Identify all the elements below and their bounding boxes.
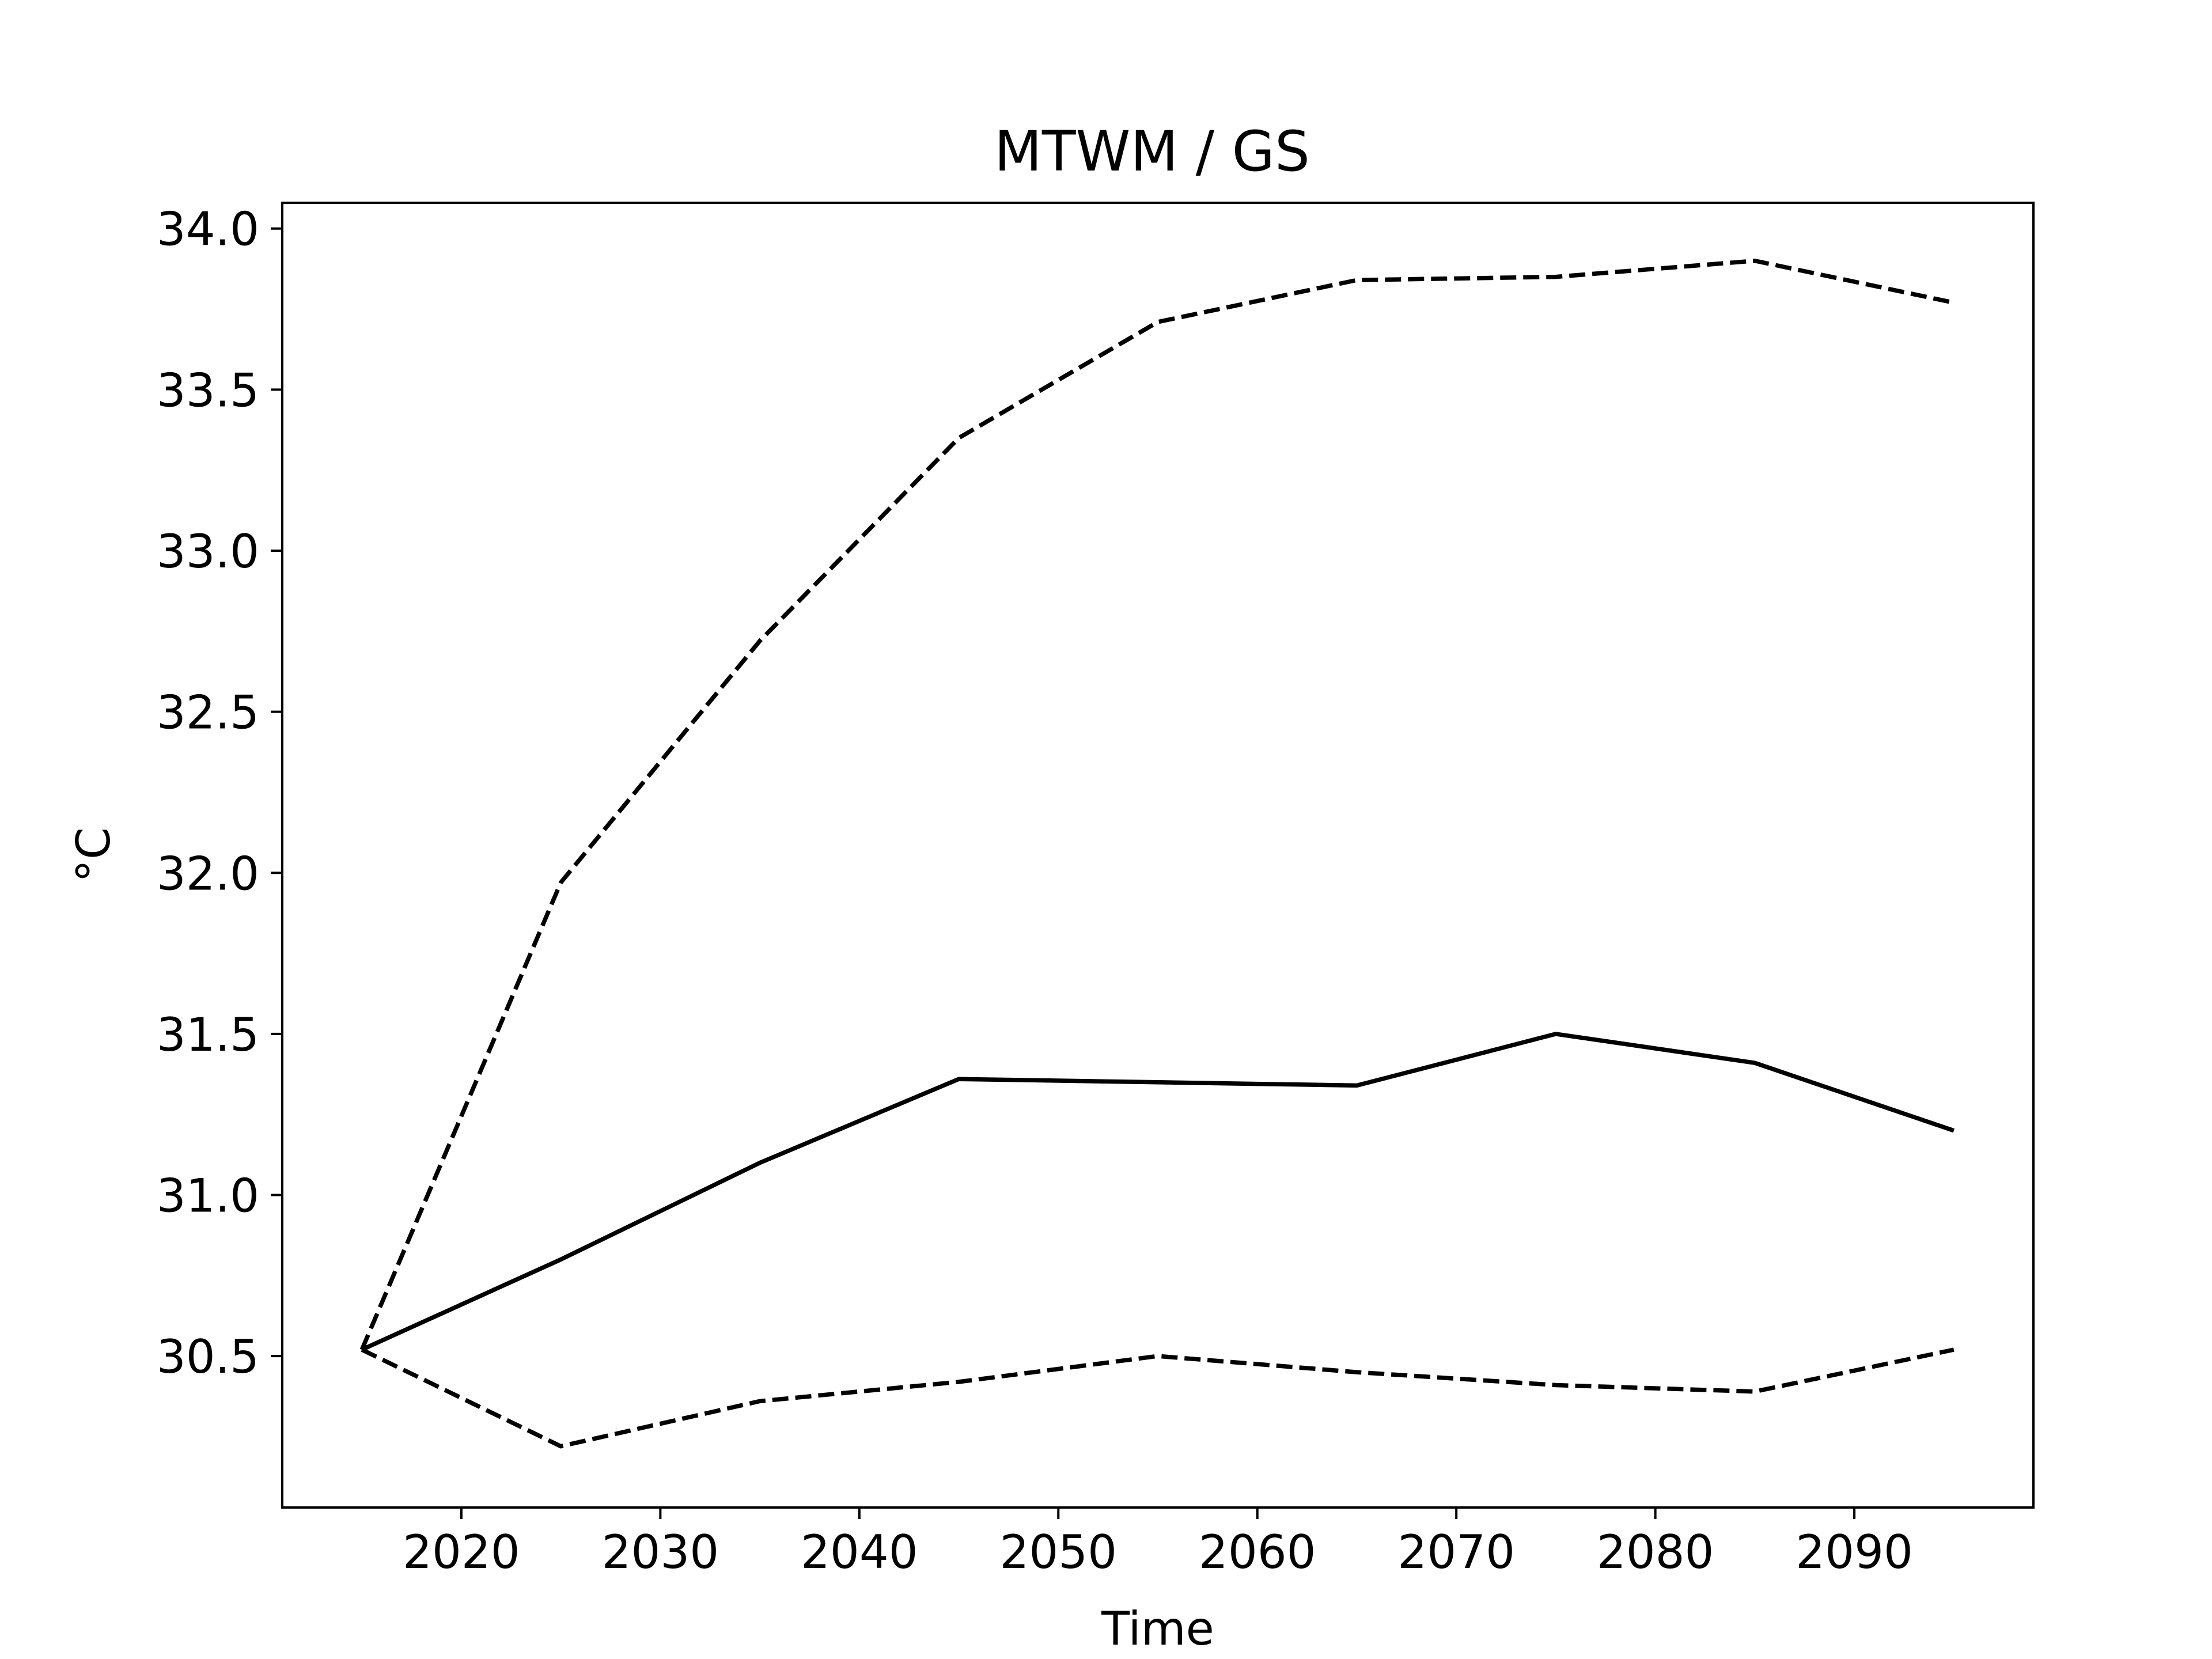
x-tick-label: 2080 — [1597, 1525, 1714, 1579]
y-axis-title: °C — [67, 827, 120, 882]
axes-frame — [281, 202, 2035, 1509]
y-tick-label: 31.5 — [157, 1008, 259, 1062]
x-axis-title: Time — [1101, 1602, 1214, 1656]
series-line-2-dashed — [359, 258, 1955, 1351]
y-tick-label: 31.0 — [157, 1169, 259, 1223]
x-tick-label: 2060 — [1199, 1525, 1316, 1579]
x-tick-label: 2020 — [403, 1525, 520, 1579]
y-tick-label: 33.5 — [157, 363, 259, 417]
y-tick-label: 30.5 — [157, 1330, 259, 1384]
x-tick-label: 2050 — [999, 1525, 1117, 1579]
series-line-3-dashed — [361, 1347, 1955, 1449]
plot-area — [359, 258, 1955, 1449]
y-axis: 30.5 31.0 31.5 32.0 32.5 33.0 33.5 34.0 — [157, 203, 282, 1384]
y-tick-label: 34.0 — [157, 203, 259, 256]
x-tick-label: 2070 — [1397, 1525, 1515, 1579]
y-tick-label: 33.0 — [157, 525, 259, 578]
series-line-1-solid — [361, 1032, 1955, 1352]
x-axis: 2020 2030 2040 2050 2060 2070 2080 2090 — [403, 1508, 1913, 1579]
x-tick-label: 2090 — [1796, 1525, 1913, 1579]
y-tick-label: 32.5 — [157, 686, 259, 740]
y-tick-label: 32.0 — [157, 847, 259, 900]
chart-title: MTWM / GS — [994, 119, 1310, 184]
x-tick-label: 2030 — [602, 1525, 719, 1579]
x-tick-label: 2040 — [801, 1525, 918, 1579]
